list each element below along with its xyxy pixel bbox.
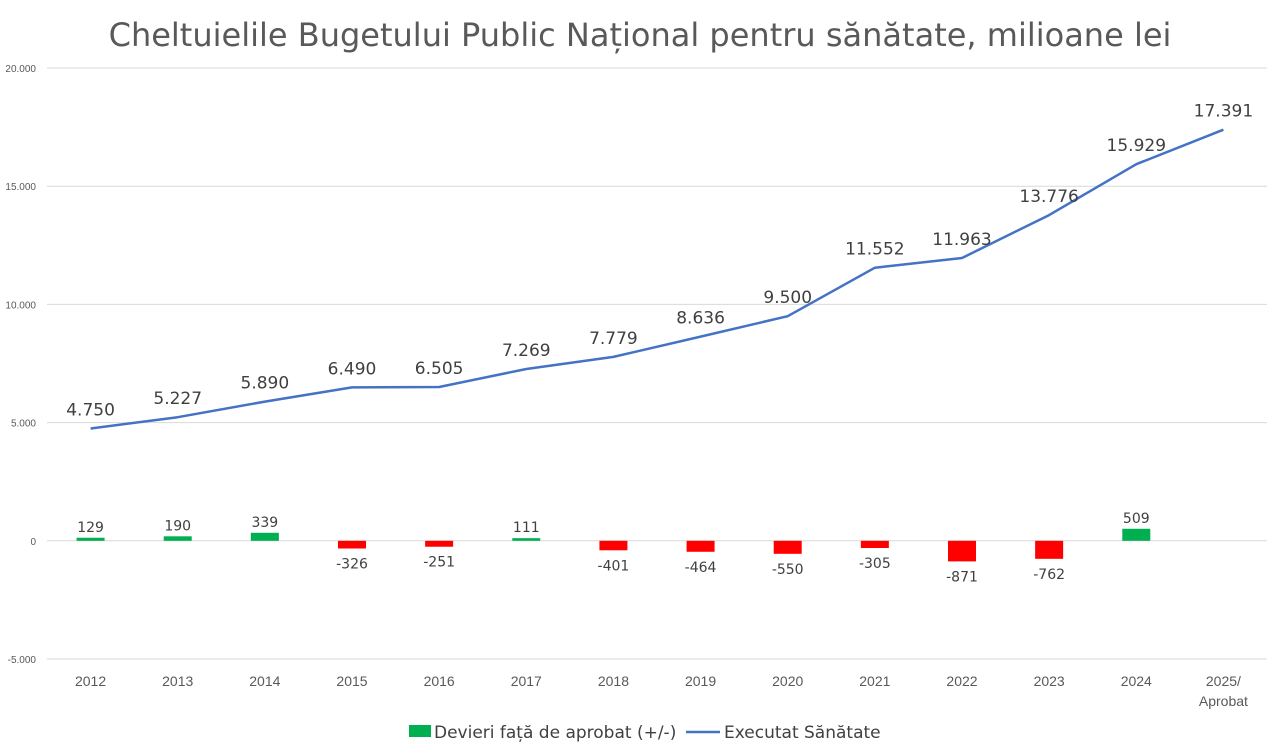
bar-data-label: -305 xyxy=(859,556,891,572)
bar xyxy=(425,540,454,547)
line-data-label: 11.552 xyxy=(845,240,904,260)
bar-data-label: 111 xyxy=(513,520,540,536)
legend-swatch-bar xyxy=(409,725,431,737)
y-tick-label: 15.000 xyxy=(5,182,36,193)
line-data-label: 17.391 xyxy=(1194,102,1253,122)
bar-data-label: -762 xyxy=(1033,567,1065,583)
bar-series: 129 190 339 -326 -251 111 -401 -464 -550 -305 -871… xyxy=(76,511,1151,585)
bar xyxy=(512,538,541,541)
bar-data-label: -871 xyxy=(946,569,978,585)
line-data-label: 4.750 xyxy=(66,401,115,421)
bar xyxy=(76,537,105,541)
bar-data-label: -326 xyxy=(336,557,368,573)
chart-title: Cheltuielile Bugetului Public Național p… xyxy=(109,16,1172,54)
line-data-label: 11.963 xyxy=(932,230,991,250)
bar-data-label: -464 xyxy=(685,560,717,576)
bar xyxy=(1035,540,1064,559)
x-tick-label: 2017 xyxy=(511,673,542,689)
bar xyxy=(773,540,802,554)
line-data-label: 6.505 xyxy=(415,359,464,379)
x-tick-label: 2015 xyxy=(336,673,367,689)
x-tick-label: 2020 xyxy=(772,673,803,689)
bar xyxy=(250,532,279,541)
line-data-label: 6.490 xyxy=(328,359,377,379)
x-tick-label: 2012 xyxy=(75,673,106,689)
y-tick-label: 0 xyxy=(30,537,36,548)
line-data-label: 13.776 xyxy=(1019,187,1078,207)
x-tick-label: 2016 xyxy=(424,673,455,689)
x-tick-label: 2022 xyxy=(946,673,977,689)
series-line xyxy=(90,128,1224,430)
y-tick-label: 5.000 xyxy=(11,419,36,430)
x-tick-label: 2021 xyxy=(859,673,890,689)
line-data-label: 7.779 xyxy=(589,329,638,349)
x-tick-label: 2023 xyxy=(1034,673,1065,689)
y-tick-label: -5.000 xyxy=(8,655,37,666)
x-tick-label: 2018 xyxy=(598,673,629,689)
x-tick-label: 2014 xyxy=(249,673,280,689)
y-tick-label: 10.000 xyxy=(5,300,36,311)
y-tick-label: 20.000 xyxy=(5,64,36,75)
bar xyxy=(686,540,715,552)
gridlines xyxy=(47,67,1267,660)
line-data-label: 9.500 xyxy=(763,288,812,308)
bar-data-label: 509 xyxy=(1123,511,1150,527)
legend: Devieri față de aprobat (+/-) Executat S… xyxy=(409,723,881,743)
bar xyxy=(338,540,366,549)
bar-data-label: -251 xyxy=(423,555,455,571)
x-tick-label: 2025/ xyxy=(1206,673,1241,689)
bar-data-label: 190 xyxy=(164,518,191,534)
line-data-label: 5.227 xyxy=(153,389,202,409)
line-data-label: 5.890 xyxy=(241,374,290,394)
bar-data-label: -550 xyxy=(772,562,804,578)
bar xyxy=(948,540,976,562)
bar-data-label: -401 xyxy=(598,558,630,574)
line-series: 4.750 5.227 5.890 6.490 6.505 7.269 7.779 8.636… xyxy=(66,102,1253,430)
x-tick-label: 2013 xyxy=(162,673,193,689)
y-axis-ticks: -5.000 0 5.000 10.000 15.000 20.000 xyxy=(5,64,36,666)
x-axis-ticks: 2012 2013 2014 2015 2016 2017 2018 2019 2020 2021… xyxy=(75,673,1248,709)
line-data-label: 7.269 xyxy=(502,341,551,361)
line-data-label: 8.636 xyxy=(676,309,725,329)
line-data-label: 15.929 xyxy=(1107,136,1166,156)
bar xyxy=(860,540,889,549)
legend-label-bar: Devieri față de aprobat (+/-) xyxy=(434,723,676,743)
bar-data-label: 129 xyxy=(77,520,104,536)
legend-label-line: Executat Sănătate xyxy=(724,723,881,743)
bar xyxy=(599,540,628,551)
bar xyxy=(163,536,192,541)
x-tick-label: Aprobat xyxy=(1199,693,1248,709)
x-tick-label: 2019 xyxy=(685,673,716,689)
bar xyxy=(1122,528,1151,541)
bar-data-label: 339 xyxy=(251,515,278,531)
x-tick-label: 2024 xyxy=(1121,673,1152,689)
